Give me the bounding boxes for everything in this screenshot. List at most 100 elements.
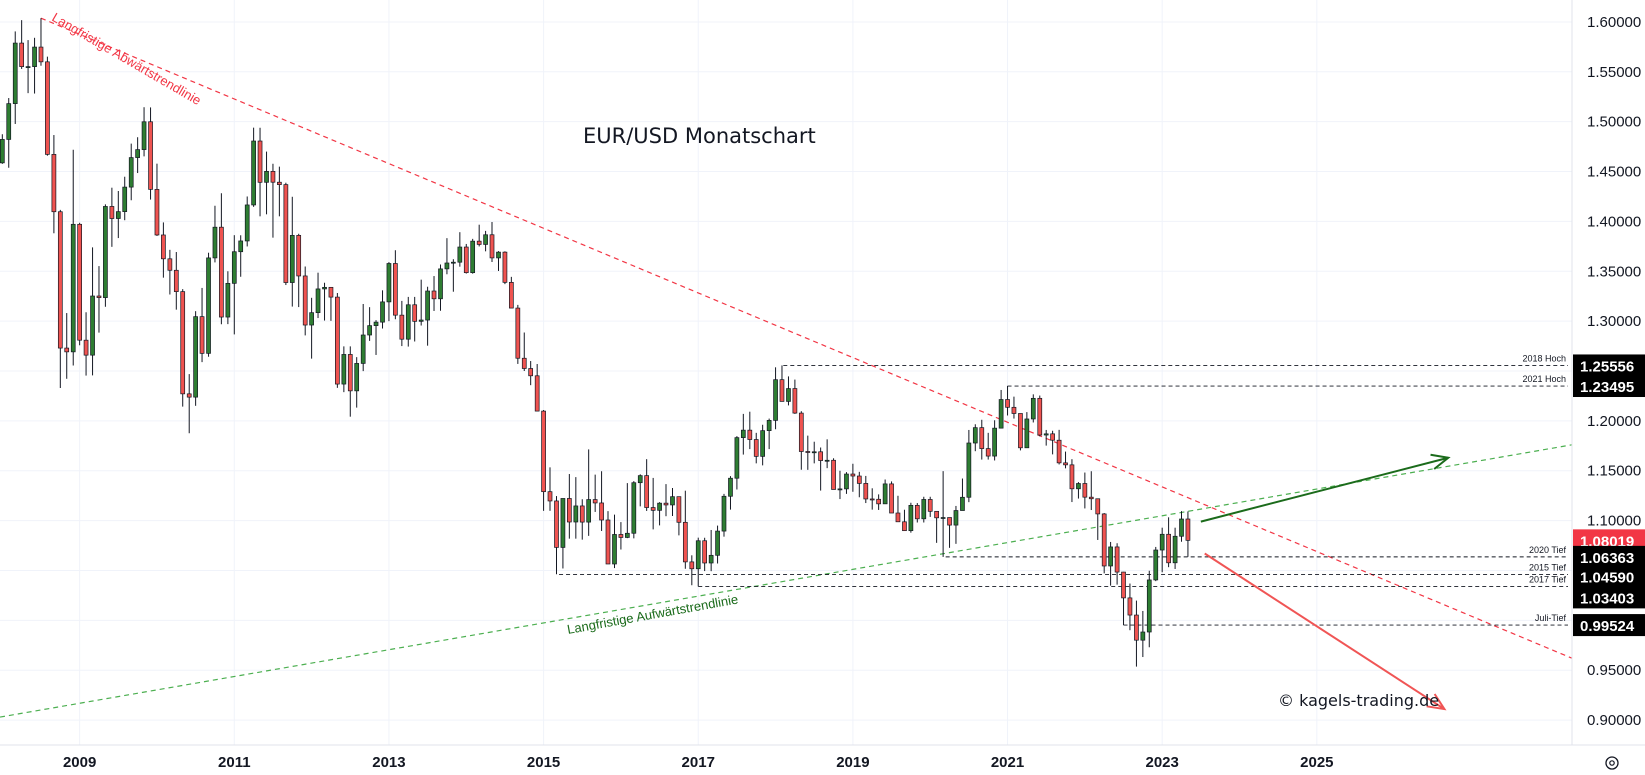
candle-up	[135, 137, 140, 174]
candle-down	[431, 276, 437, 311]
candle-up	[457, 232, 463, 267]
candle-body	[251, 140, 256, 206]
candle-down	[1082, 472, 1088, 509]
candle-up	[12, 31, 18, 124]
price-tag-bg	[1573, 586, 1645, 609]
candle-up	[908, 502, 914, 533]
candle-down	[644, 459, 650, 511]
arrow-up-line	[1200, 456, 1449, 523]
candle-body	[154, 189, 160, 236]
candle-up	[1153, 546, 1159, 582]
candle-up	[773, 367, 778, 430]
candle-up	[953, 505, 959, 544]
candle-body	[1134, 614, 1139, 641]
candle-down	[689, 555, 695, 586]
candle-down	[792, 379, 798, 414]
level-label: 2021 Hoch	[1522, 374, 1566, 384]
candle-down	[914, 503, 920, 523]
candle-body	[1063, 462, 1068, 466]
candle-body	[560, 498, 566, 548]
candle-down	[1005, 385, 1010, 416]
candle-body	[831, 459, 836, 490]
candle-up	[70, 149, 76, 366]
candle-body	[850, 473, 856, 477]
candle-up	[1140, 610, 1146, 658]
candle-body	[315, 288, 321, 314]
candle-body	[438, 268, 443, 300]
candle-body	[786, 388, 791, 402]
candle-down	[1063, 451, 1068, 469]
candle-down	[831, 458, 836, 490]
candle-down	[283, 182, 289, 286]
candle-body	[463, 246, 469, 274]
candle-body	[760, 430, 765, 457]
candle-down	[96, 266, 102, 333]
y-tick-label: 1.35000	[1587, 263, 1641, 280]
candle-up	[418, 279, 424, 326]
candle-up	[766, 418, 772, 450]
candle-body	[837, 488, 843, 491]
candle-down	[161, 222, 166, 278]
candle-body	[953, 510, 959, 526]
candle-body	[895, 512, 901, 523]
candle-up	[972, 424, 978, 452]
candle-body	[1024, 418, 1030, 449]
candle-body	[57, 211, 63, 349]
candle-up	[380, 290, 385, 329]
candle-body	[876, 498, 881, 505]
candle-up	[728, 476, 733, 510]
candle-body	[96, 295, 102, 298]
candle-body	[798, 412, 804, 452]
candle-down	[270, 163, 276, 238]
candle-body	[335, 296, 340, 385]
candle-up	[695, 537, 701, 587]
candle-body	[1146, 579, 1152, 633]
candle-body	[1166, 533, 1171, 564]
candle-body	[689, 561, 695, 570]
price-tag: 0.99524	[1580, 618, 1635, 635]
candle-down	[869, 488, 875, 510]
x-tick-label: 2025	[1300, 754, 1333, 771]
level-label: 2017 Tief	[1529, 574, 1567, 584]
candle-body	[1011, 406, 1017, 414]
candle-body	[219, 226, 224, 318]
trendlines	[0, 17, 1573, 718]
candle-body	[547, 491, 553, 502]
candle-up	[837, 470, 843, 500]
price-tag-bg	[1573, 545, 1645, 568]
candle-up	[992, 420, 997, 461]
candle-up	[921, 496, 927, 523]
candle-down	[328, 286, 334, 321]
settings-icon[interactable]	[1605, 756, 1619, 770]
candle-body	[393, 263, 398, 316]
candle-body	[238, 240, 244, 253]
candle-body	[0, 139, 5, 164]
candle-body	[302, 275, 308, 326]
y-tick-label: 1.45000	[1587, 164, 1641, 181]
candle-body	[921, 499, 927, 520]
candle-down	[747, 411, 753, 450]
level-label: 2018 Hoch	[1522, 353, 1566, 363]
y-tick-label: 1.30000	[1587, 313, 1641, 330]
candle-body	[1056, 439, 1062, 464]
candle-up	[1030, 394, 1036, 423]
candle-body	[90, 295, 95, 356]
candle-down	[154, 163, 160, 236]
x-tick-label: 2011	[218, 754, 251, 771]
candle-body	[103, 206, 108, 298]
candle-down	[186, 374, 192, 434]
candle-up	[438, 264, 443, 311]
candle-down	[1114, 543, 1120, 585]
candle-up	[1179, 511, 1184, 542]
candle-up	[309, 297, 314, 359]
candle-body	[624, 532, 630, 538]
candle-body	[509, 281, 514, 309]
candle-body	[637, 475, 643, 484]
time-axis[interactable]: 2009 2011 2013 2015 2017 2019 2021 2023 2025	[63, 754, 1334, 771]
level-labels: 2018 Hoch 2021 Hoch 2020 Tief 2015 Tief2017…	[1522, 353, 1645, 637]
candle-up	[1108, 541, 1113, 586]
candle-down	[1088, 471, 1094, 511]
candle-up	[573, 477, 579, 539]
candle-body	[541, 410, 546, 493]
price-tag: 1.25556	[1580, 358, 1634, 375]
